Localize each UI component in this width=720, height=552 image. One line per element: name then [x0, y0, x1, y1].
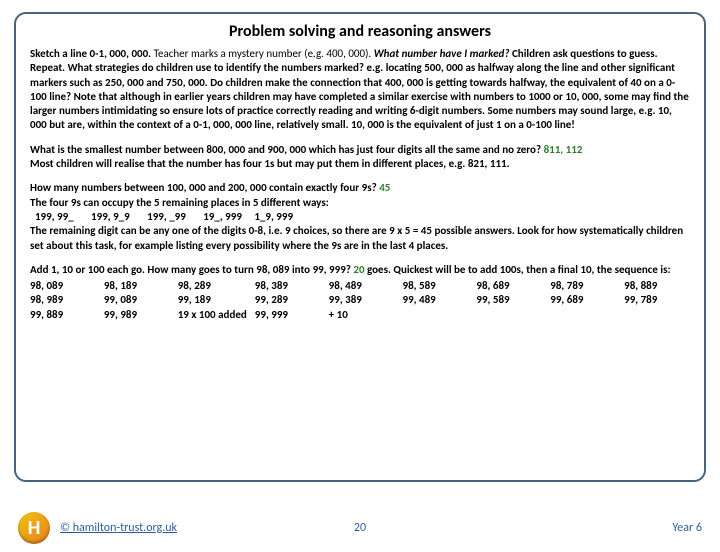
footer: H © hamilton-trust.org.uk 20 Year 6 [0, 504, 720, 552]
para-3: How many numbers between 100, 000 and 20… [30, 181, 690, 252]
sequence-grid: 98, 08998, 18998, 28998, 38998, 48998, 5… [30, 279, 690, 322]
para-1: Sketch a line 0-1, 000, 000. Teacher mar… [30, 47, 690, 133]
para-2: What is the smallest number between 800,… [30, 143, 690, 172]
para-4: Add 1, 10 or 100 each go. How many goes … [30, 263, 690, 277]
page-number: 20 [354, 521, 366, 535]
footer-link[interactable]: © hamilton-trust.org.uk [60, 521, 177, 535]
year-label: Year 6 [672, 521, 702, 535]
logo-icon: H [18, 512, 50, 544]
content-box: Problem solving and reasoning answers Sk… [14, 12, 706, 482]
page-title: Problem solving and reasoning answers [30, 22, 690, 41]
